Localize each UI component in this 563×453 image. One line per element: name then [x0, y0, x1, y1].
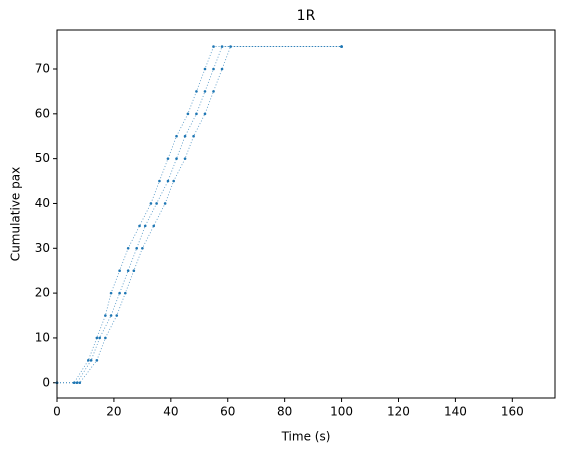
series-line	[57, 46, 342, 384]
y-axis-label: Cumulative pax	[9, 167, 23, 261]
point	[229, 45, 232, 48]
point	[203, 90, 207, 93]
point	[220, 67, 224, 71]
point	[166, 179, 170, 183]
point	[175, 134, 178, 138]
point	[195, 90, 198, 93]
series-line	[57, 46, 342, 384]
point	[143, 224, 147, 228]
x-tick-label: 60	[220, 405, 235, 419]
point	[95, 336, 99, 340]
point	[123, 291, 127, 295]
x-tick-label: 20	[106, 405, 121, 419]
y-tick-label: 50	[35, 151, 50, 165]
x-tick-label: 40	[163, 405, 178, 419]
point	[155, 202, 158, 205]
point	[212, 45, 215, 48]
point	[166, 157, 170, 160]
point	[126, 246, 130, 250]
y-tick-label: 20	[35, 286, 50, 300]
point	[172, 179, 175, 183]
point	[186, 112, 190, 116]
y-tick-label: 40	[35, 196, 50, 210]
point	[126, 269, 130, 273]
point	[212, 67, 215, 71]
point	[104, 336, 107, 340]
point	[203, 112, 207, 116]
point	[220, 45, 224, 48]
point	[87, 359, 90, 362]
x-axis-label: Time (s)	[281, 430, 331, 444]
y-tick-label: 30	[35, 241, 50, 255]
point	[152, 224, 156, 228]
point	[104, 314, 107, 317]
x-tick-label: 160	[501, 405, 524, 419]
point	[78, 381, 82, 385]
y-tick-label: 60	[35, 106, 50, 120]
point	[163, 202, 167, 205]
point	[149, 202, 153, 205]
point	[109, 314, 113, 317]
point	[98, 336, 101, 340]
x-tick-label: 0	[53, 405, 61, 419]
point	[192, 134, 195, 138]
point	[195, 112, 198, 116]
series-line	[57, 46, 342, 384]
y-tick-label: 10	[35, 330, 50, 344]
x-tick-label: 100	[330, 405, 353, 419]
point	[203, 67, 207, 71]
point	[75, 381, 79, 385]
x-tick-label: 140	[444, 405, 467, 419]
point	[158, 179, 161, 183]
point	[175, 157, 178, 160]
point	[72, 381, 76, 385]
point	[183, 134, 187, 138]
point	[135, 246, 138, 250]
point	[118, 269, 121, 273]
point	[183, 157, 187, 160]
x-tick-label: 80	[277, 405, 292, 419]
point	[141, 246, 144, 250]
point	[138, 224, 141, 228]
point	[109, 291, 113, 295]
point	[212, 90, 215, 93]
chart-title: 1R	[297, 8, 316, 24]
point	[95, 359, 99, 362]
point	[89, 359, 93, 362]
point	[340, 45, 343, 48]
y-tick-label: 0	[42, 375, 50, 389]
plot-frame	[56, 29, 556, 399]
point	[132, 269, 136, 273]
point	[118, 291, 121, 295]
point	[115, 314, 119, 317]
x-tick-label: 120	[387, 405, 410, 419]
y-tick-label: 70	[35, 61, 50, 75]
